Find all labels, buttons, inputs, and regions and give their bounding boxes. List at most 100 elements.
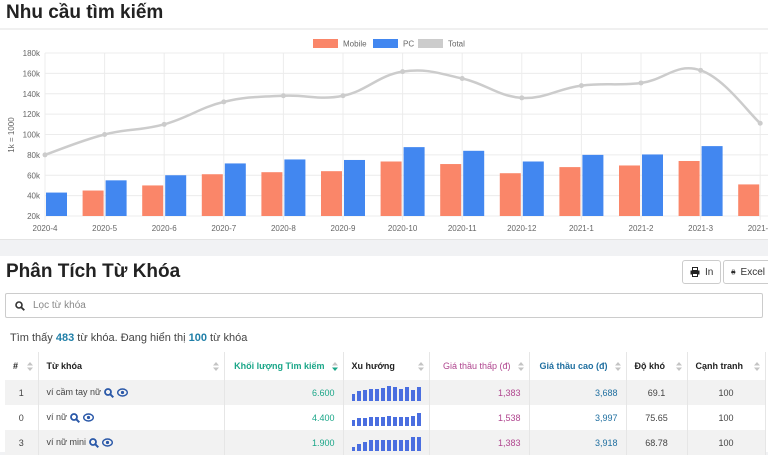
search-demand-card: Nhu cầu tìm kiếm 20k 40k 60k 80k 100k 120k 140… bbox=[0, 0, 768, 240]
total-point bbox=[221, 99, 227, 105]
high-bid-cell: 3,997 bbox=[529, 405, 627, 430]
print-button[interactable]: In bbox=[682, 260, 722, 284]
trend-bar bbox=[392, 439, 397, 451]
divider bbox=[0, 28, 768, 30]
col-label: Giá thầu thấp (đ) bbox=[442, 361, 511, 371]
keyword-analysis-card: Phân Tích Từ Khóa In Excel Tìm thấy 483 … bbox=[0, 256, 768, 455]
trend-bar bbox=[416, 436, 421, 451]
trend-bar bbox=[392, 386, 397, 401]
search-icon[interactable] bbox=[104, 387, 115, 398]
keyword-text[interactable]: ví nữ mini bbox=[46, 437, 87, 448]
rank-cell: 0 bbox=[5, 405, 39, 430]
keyword-filter[interactable] bbox=[5, 293, 763, 318]
x-tick-label: 2021-1 bbox=[569, 224, 594, 233]
mobile-bar bbox=[499, 173, 521, 216]
eye-icon[interactable] bbox=[117, 388, 129, 398]
col-high-bid[interactable]: Giá thầu cao (đ) bbox=[529, 352, 627, 380]
col-competition[interactable]: Cạnh tranh bbox=[687, 352, 766, 380]
search-icon[interactable] bbox=[70, 412, 81, 423]
keyword-filter-input[interactable] bbox=[33, 300, 713, 311]
trend-sparkline bbox=[351, 410, 421, 426]
y-tick-label: 80k bbox=[27, 151, 41, 160]
col-keyword[interactable]: Từ khóa bbox=[38, 352, 225, 380]
trend-bar bbox=[404, 416, 409, 426]
summary-text: từ khóa bbox=[206, 332, 248, 344]
col-rank[interactable]: # bbox=[5, 352, 39, 380]
trend-bar bbox=[392, 416, 397, 426]
total-point bbox=[102, 132, 108, 137]
total-point bbox=[757, 120, 763, 126]
high-bid-cell: 3,688 bbox=[529, 380, 627, 405]
trend-bar bbox=[398, 416, 403, 426]
trend-bar bbox=[416, 386, 421, 401]
mobile-bar bbox=[559, 167, 581, 216]
low-bid-cell: 1,383 bbox=[429, 380, 530, 405]
pc-bar bbox=[224, 163, 246, 216]
low-bid-cell: 1,538 bbox=[429, 405, 530, 430]
excel-label: Excel bbox=[740, 266, 765, 278]
trend-bar bbox=[369, 416, 374, 426]
mobile-bar bbox=[440, 164, 462, 216]
difficulty-cell: 68.78 bbox=[626, 430, 688, 455]
eye-icon[interactable] bbox=[102, 438, 114, 448]
pc-bar bbox=[46, 192, 67, 216]
mobile-bar bbox=[142, 185, 164, 216]
x-tick-label: 2020-7 bbox=[211, 224, 236, 233]
total-point bbox=[400, 69, 406, 75]
col-low-bid[interactable]: Giá thầu thấp (đ) bbox=[429, 352, 530, 380]
mobile-bar bbox=[261, 172, 283, 216]
trend-sparkline bbox=[351, 385, 421, 401]
competition-cell: 100 bbox=[687, 430, 766, 455]
keyword-text[interactable]: ví nữ bbox=[46, 412, 68, 423]
pc-bar bbox=[701, 146, 723, 216]
y-tick-label: 120k bbox=[23, 110, 41, 119]
sort-icon bbox=[517, 362, 524, 371]
volume-cell: 4.400 bbox=[224, 405, 344, 430]
keyword-text[interactable]: ví cầm tay nữ bbox=[46, 387, 102, 398]
col-trend[interactable]: Xu hướng bbox=[343, 352, 430, 380]
sort-icon bbox=[614, 362, 621, 371]
col-difficulty[interactable]: Độ khó bbox=[626, 352, 688, 380]
legend-swatch bbox=[373, 39, 398, 48]
volume-cell: 1.900 bbox=[224, 430, 344, 455]
legend-swatch bbox=[418, 39, 443, 48]
table-row[interactable]: 0 ví nữ 4.400 1,538 3,997 75.65 100 bbox=[5, 405, 766, 430]
sort-icon bbox=[675, 362, 682, 371]
y-tick-label: 20k bbox=[27, 212, 41, 221]
sort-icon bbox=[753, 362, 760, 371]
trend-bar bbox=[381, 416, 386, 426]
trend-cell bbox=[343, 405, 430, 430]
trend-bar bbox=[381, 387, 386, 401]
keyword-cell: ví cầm tay nữ bbox=[38, 380, 225, 405]
mobile-bar bbox=[678, 160, 700, 216]
high-bid-cell: 3,918 bbox=[529, 430, 627, 455]
x-tick-label: 2020-4 bbox=[33, 224, 58, 233]
section-title: Nhu cầu tìm kiếm bbox=[6, 2, 164, 23]
competition-cell: 100 bbox=[687, 380, 766, 405]
trend-bar bbox=[369, 439, 374, 451]
y-tick-label: 140k bbox=[23, 90, 41, 99]
sort-icon bbox=[212, 362, 219, 371]
trend-bar bbox=[404, 439, 409, 451]
excel-button[interactable]: Excel bbox=[723, 260, 768, 284]
search-icon[interactable] bbox=[89, 437, 100, 448]
table-row[interactable]: 1 ví cầm tay nữ 6.600 1,383 3,688 69.1 1… bbox=[5, 380, 766, 405]
col-label: Từ khóa bbox=[46, 361, 83, 371]
trend-bar bbox=[351, 446, 356, 451]
y-tick-label: 180k bbox=[23, 49, 41, 58]
col-label: Cạnh tranh bbox=[695, 361, 744, 371]
trend-sparkline bbox=[351, 435, 421, 451]
low-bid-cell: 1,383 bbox=[429, 430, 530, 455]
printer-icon bbox=[731, 269, 736, 275]
eye-icon[interactable] bbox=[83, 413, 95, 423]
trend-cell bbox=[343, 380, 430, 405]
trend-bar bbox=[416, 412, 421, 426]
keyword-cell: ví nữ bbox=[38, 405, 225, 430]
trend-bar bbox=[410, 415, 415, 426]
pc-bar bbox=[165, 175, 187, 216]
summary-text: từ khóa. Đang hiển thị bbox=[74, 332, 189, 344]
table-row[interactable]: 3 ví nữ mini 1.900 1,383 3,918 68.78 100 bbox=[5, 430, 766, 455]
rank-cell: 1 bbox=[5, 380, 39, 405]
col-volume[interactable]: Khối lượng Tìm kiếm bbox=[224, 352, 344, 380]
trend-bar bbox=[410, 436, 415, 451]
